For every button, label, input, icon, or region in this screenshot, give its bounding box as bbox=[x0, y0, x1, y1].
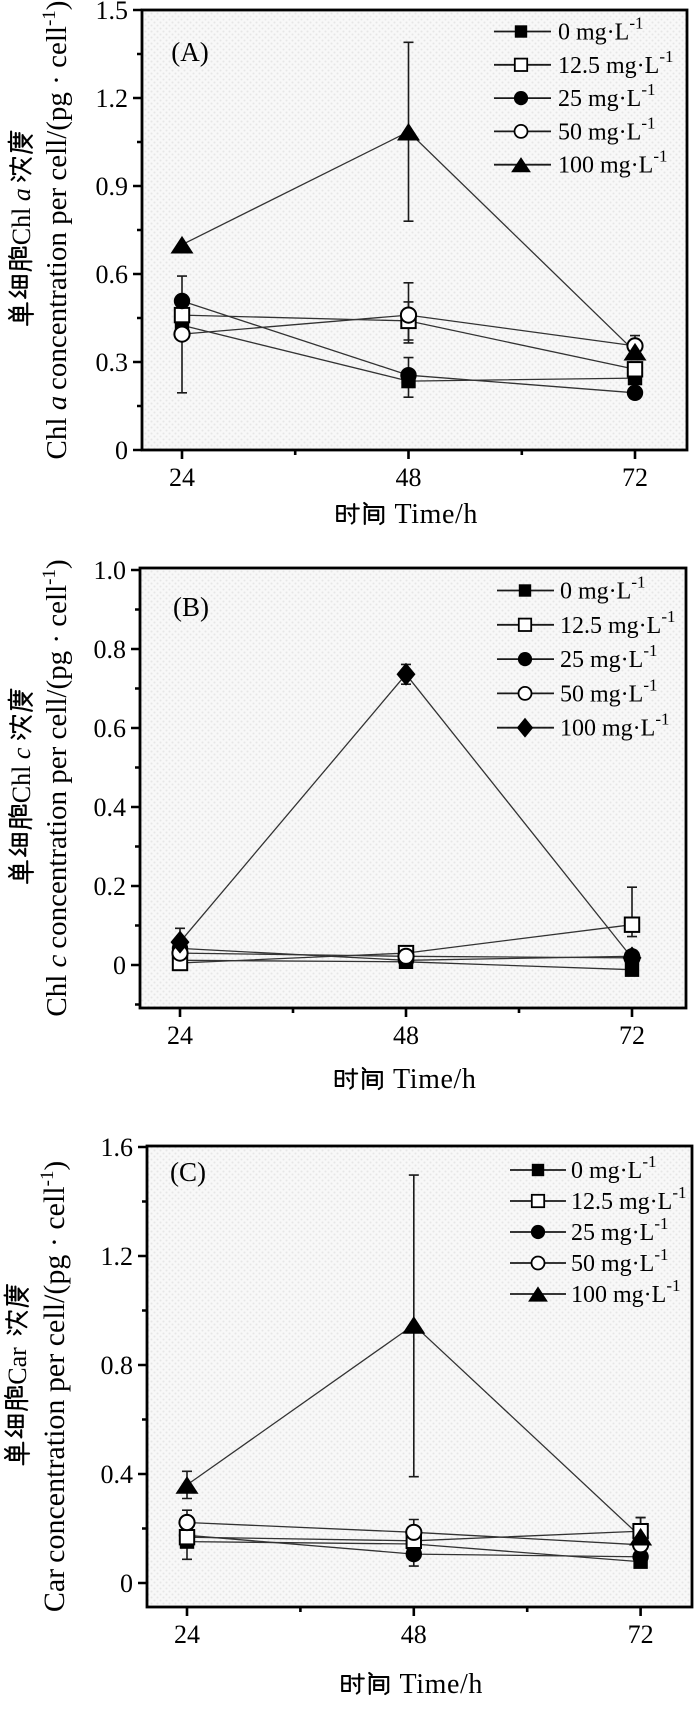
svg-text:1.2: 1.2 bbox=[96, 84, 129, 113]
svg-text:48: 48 bbox=[396, 463, 422, 492]
svg-text:72: 72 bbox=[619, 1021, 645, 1050]
svg-text:Time/h: Time/h bbox=[395, 499, 479, 530]
svg-text:Chl c: Chl c bbox=[7, 742, 36, 803]
svg-text:0.8: 0.8 bbox=[94, 635, 127, 664]
svg-text:0.2: 0.2 bbox=[94, 872, 127, 901]
svg-text:1.0: 1.0 bbox=[94, 556, 127, 585]
svg-text:0 mg·L-1: 0 mg·L-1 bbox=[558, 14, 644, 46]
svg-text:Chl a concentration per cell/(: Chl a concentration per cell/(pg · cell-… bbox=[39, 1, 73, 460]
svg-text:100 mg·L-1: 100 mg·L-1 bbox=[571, 1276, 681, 1308]
svg-text:100 mg·L-1: 100 mg·L-1 bbox=[558, 147, 668, 179]
svg-text:Car: Car bbox=[3, 1342, 32, 1385]
svg-text:(A): (A) bbox=[171, 37, 208, 67]
svg-text:0.9: 0.9 bbox=[96, 172, 129, 201]
svg-text:0.8: 0.8 bbox=[101, 1351, 134, 1380]
svg-text:Time/h: Time/h bbox=[400, 1669, 484, 1700]
svg-text:24: 24 bbox=[174, 1620, 200, 1649]
svg-text:50 mg·L-1: 50 mg·L-1 bbox=[558, 113, 656, 145]
svg-text:50 mg·L-1: 50 mg·L-1 bbox=[560, 675, 658, 707]
svg-text:50 mg·L-1: 50 mg·L-1 bbox=[571, 1245, 669, 1277]
svg-text:1.5: 1.5 bbox=[96, 0, 129, 25]
svg-text:0.4: 0.4 bbox=[94, 793, 127, 822]
svg-text:25 mg·L-1: 25 mg·L-1 bbox=[558, 80, 656, 112]
svg-text:Car concentration per cell/(pg: Car concentration per cell/(pg · cell-1) bbox=[37, 1161, 71, 1612]
svg-text:100 mg·L-1: 100 mg·L-1 bbox=[560, 710, 670, 742]
svg-text:72: 72 bbox=[622, 463, 648, 492]
svg-text:Time/h: Time/h bbox=[393, 1064, 477, 1095]
svg-text:48: 48 bbox=[401, 1620, 427, 1649]
svg-text:0: 0 bbox=[120, 1569, 133, 1598]
svg-text:Chl a: Chl a bbox=[7, 183, 36, 245]
svg-text:72: 72 bbox=[628, 1620, 654, 1649]
svg-text:24: 24 bbox=[169, 463, 195, 492]
svg-text:48: 48 bbox=[393, 1021, 419, 1050]
svg-text:0.4: 0.4 bbox=[101, 1460, 134, 1489]
svg-text:0 mg·L-1: 0 mg·L-1 bbox=[571, 1152, 657, 1184]
svg-text:24: 24 bbox=[167, 1021, 193, 1050]
svg-text:0: 0 bbox=[115, 436, 128, 465]
svg-text:Chl c concentration per cell/(: Chl c concentration per cell/(pg · cell-… bbox=[39, 559, 73, 1016]
svg-text:25 mg·L-1: 25 mg·L-1 bbox=[560, 641, 658, 673]
svg-text:12.5 mg·L-1: 12.5 mg·L-1 bbox=[560, 607, 676, 639]
svg-text:12.5 mg·L-1: 12.5 mg·L-1 bbox=[571, 1183, 687, 1215]
svg-text:12.5 mg·L-1: 12.5 mg·L-1 bbox=[558, 47, 674, 79]
svg-text:0: 0 bbox=[113, 951, 126, 980]
svg-text:(C): (C) bbox=[170, 1157, 206, 1187]
svg-text:25 mg·L-1: 25 mg·L-1 bbox=[571, 1214, 669, 1246]
svg-text:0.3: 0.3 bbox=[96, 348, 129, 377]
svg-text:1.2: 1.2 bbox=[101, 1242, 134, 1271]
svg-text:0 mg·L-1: 0 mg·L-1 bbox=[560, 573, 646, 605]
svg-text:0.6: 0.6 bbox=[94, 714, 127, 743]
svg-text:1.6: 1.6 bbox=[101, 1133, 134, 1162]
svg-text:0.6: 0.6 bbox=[96, 260, 129, 289]
svg-text:(B): (B) bbox=[173, 592, 209, 622]
